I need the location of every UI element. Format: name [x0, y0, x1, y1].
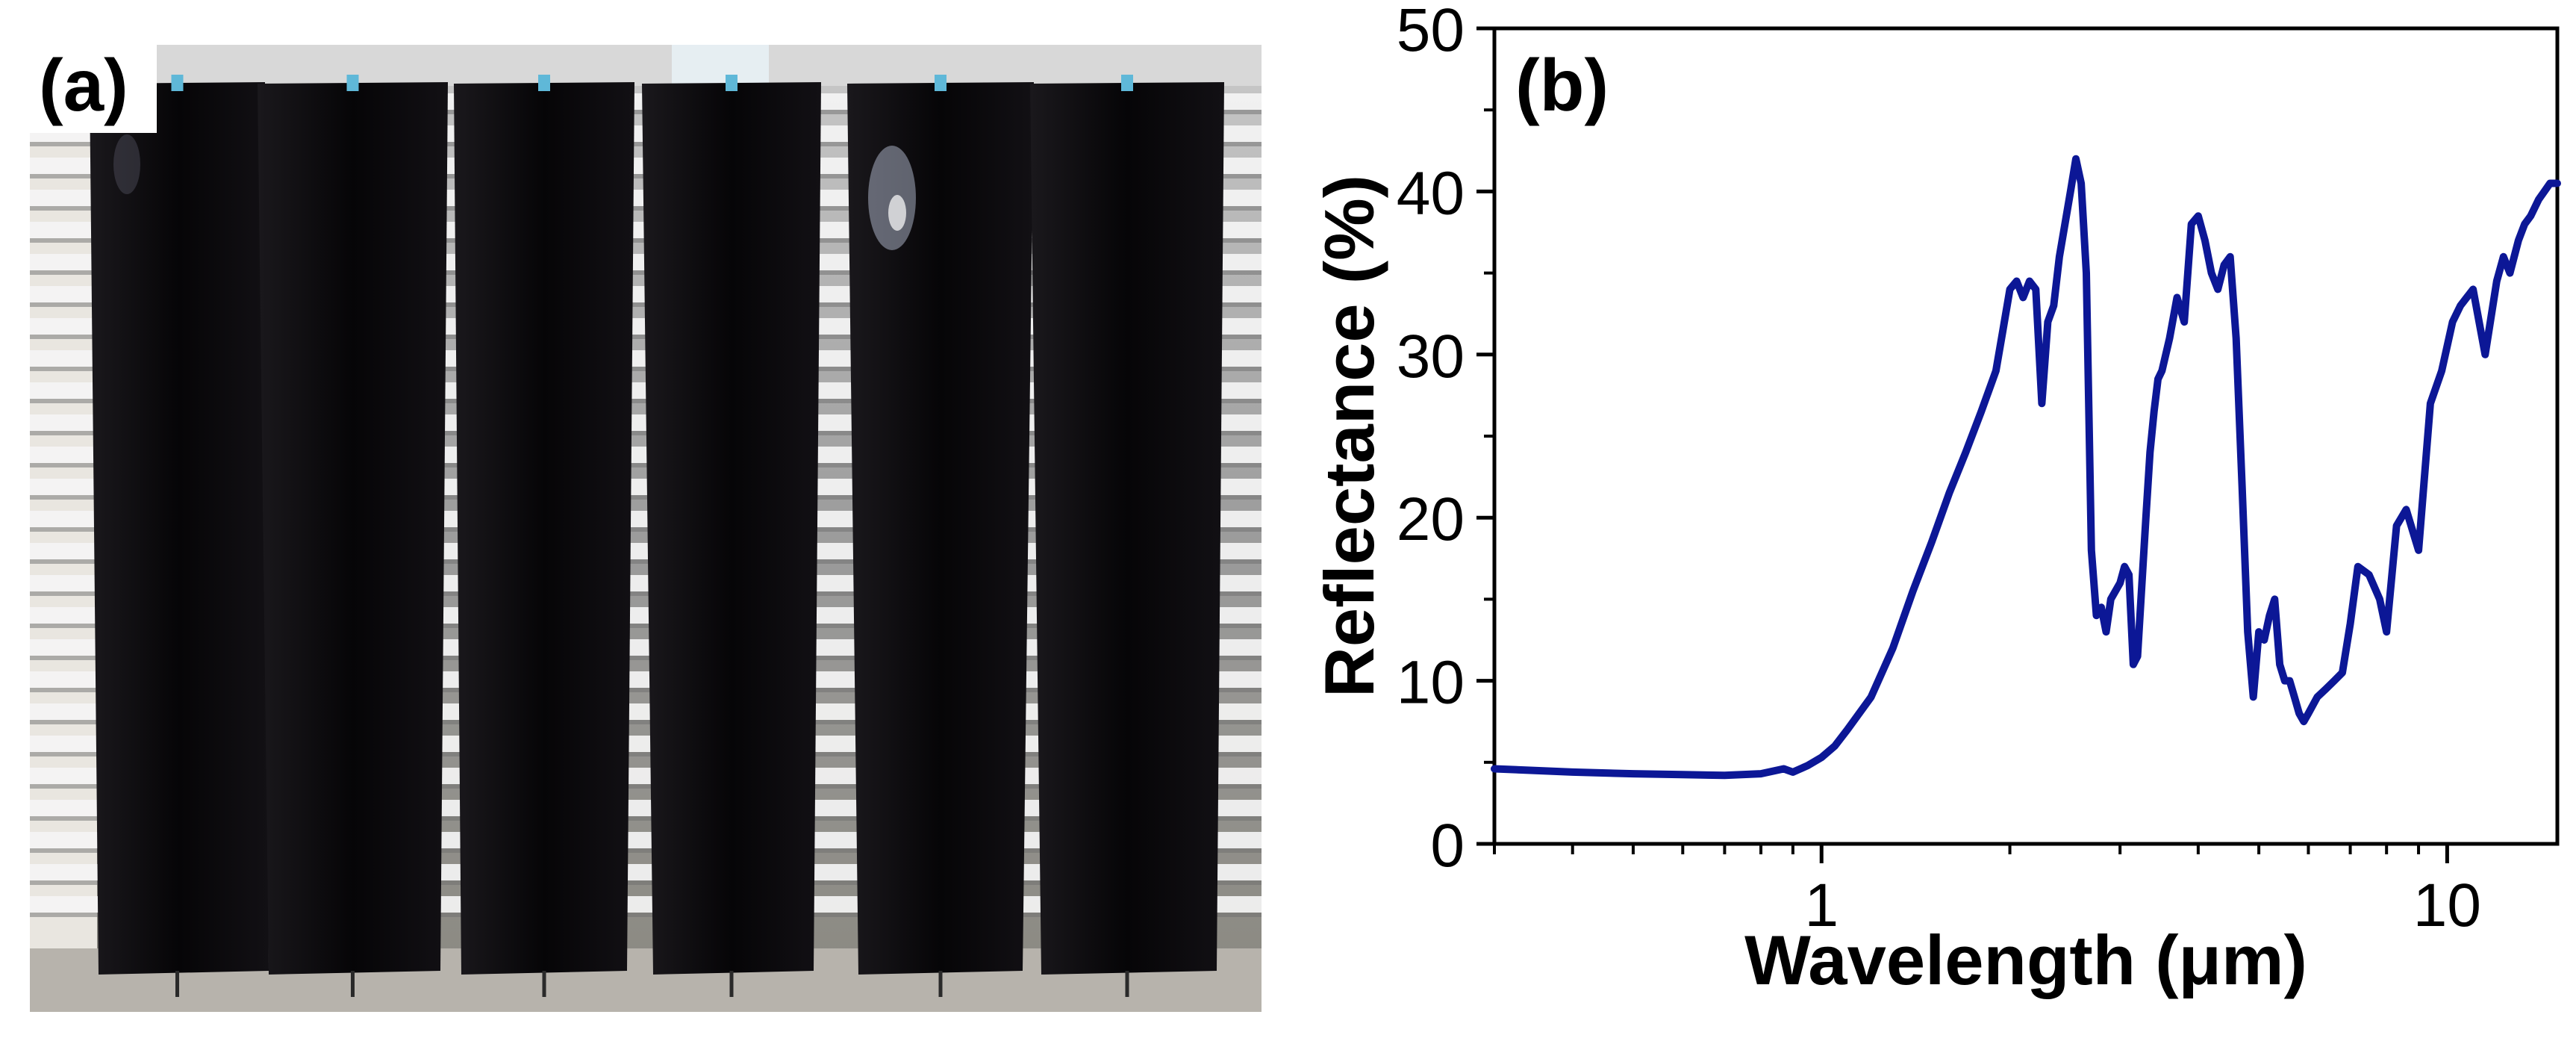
y-tick-label: 50 — [1397, 0, 1465, 64]
photo-top-rail — [30, 45, 1262, 86]
y-tick-label: 40 — [1397, 159, 1465, 227]
black-sheet — [90, 82, 269, 975]
panel-b-chart: 1 10 0 10 20 30 40 50 (b) Wavelength (μm) Refl… — [1310, 0, 2561, 999]
louver-slat-shadow — [30, 752, 1262, 756]
series-line-reflectance — [1491, 155, 2561, 780]
y-axis-title: Reflectance (%) — [1310, 175, 1388, 697]
black-sheet — [847, 82, 1034, 975]
hanging-clip — [346, 75, 359, 91]
louver-slat-shadow — [30, 784, 1262, 789]
panel-a-label-bg — [30, 43, 157, 133]
black-sheet — [454, 82, 634, 975]
louver-slat-shadow — [30, 688, 1262, 692]
louver-slat-shadow — [30, 656, 1262, 660]
panel-a-label: (a) — [39, 44, 128, 126]
louver-slat-shadow — [30, 527, 1262, 532]
y-tick-label: 10 — [1397, 649, 1465, 717]
y-tick-label: 0 — [1430, 812, 1465, 880]
louver-slat-shadow — [30, 431, 1262, 435]
hanging-clip — [1121, 75, 1133, 91]
sheet-reflection-glare — [113, 134, 140, 194]
black-sheet — [258, 82, 448, 975]
panel-a-photo — [30, 45, 1262, 1012]
louver-slat-shadow — [30, 913, 1262, 917]
x-tick-label: 1 — [1804, 871, 1839, 939]
y-tick-label: 30 — [1397, 323, 1465, 391]
x-axis-title: Wavelength (μm) — [1744, 921, 2307, 999]
louver-slat-shadow — [30, 880, 1262, 885]
black-sheets — [90, 75, 1224, 997]
louver-slat-shadow — [30, 559, 1262, 564]
louver-slat-shadow — [30, 816, 1262, 821]
louver-slat-shadow — [30, 720, 1262, 724]
louver-slat-shadow — [30, 624, 1262, 628]
plot-frame — [1492, 26, 2560, 846]
hanging-clip — [171, 75, 184, 91]
hanging-clip — [726, 75, 737, 91]
louver-slat-shadow — [30, 463, 1262, 467]
black-sheet — [1030, 82, 1224, 975]
louver-slat-shadow — [30, 495, 1262, 500]
louver-slat-shadow — [30, 848, 1262, 853]
x-axis: 1 10 — [1493, 844, 2481, 939]
louver-slat-shadow — [30, 399, 1262, 403]
y-tick-label: 20 — [1397, 485, 1465, 553]
sheet-reflection-glare — [868, 146, 916, 250]
y-axis: 0 10 20 30 40 50 — [1397, 0, 1494, 880]
x-tick-label: 10 — [2413, 871, 2481, 939]
sheet-reflection-highlight — [888, 195, 906, 231]
hanging-clip — [538, 75, 550, 91]
black-sheet — [642, 82, 821, 975]
louver-slat-shadow — [30, 591, 1262, 596]
hanging-clip — [935, 75, 946, 91]
panel-b-label: (b) — [1515, 44, 1609, 126]
